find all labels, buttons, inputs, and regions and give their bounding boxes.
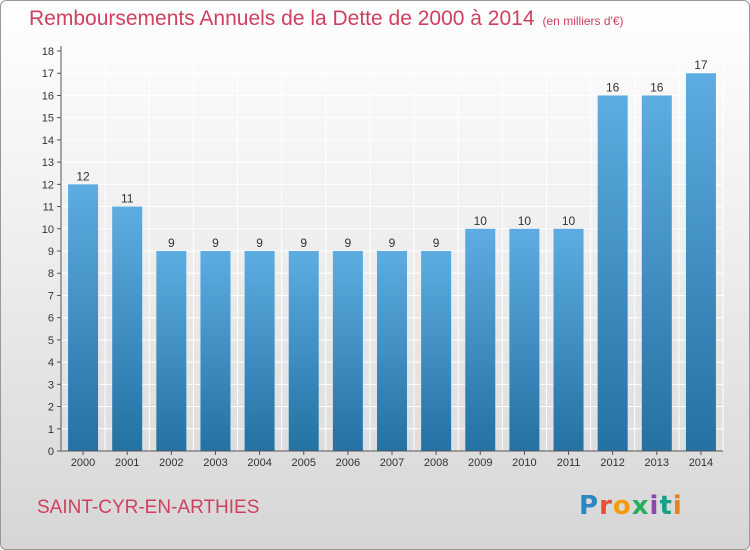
bar bbox=[68, 184, 99, 452]
x-tick-label: 2001 bbox=[115, 457, 139, 469]
x-tick-label: 2000 bbox=[71, 457, 95, 469]
logo-letter: o bbox=[612, 491, 632, 521]
y-tick-label: 18 bbox=[42, 46, 54, 58]
data-label: 12 bbox=[76, 169, 90, 183]
bar bbox=[244, 251, 275, 451]
x-tick-label: 2013 bbox=[645, 457, 669, 469]
bar bbox=[685, 73, 716, 451]
chart-title: Remboursements Annuels de la Dette de 20… bbox=[29, 7, 624, 31]
proxiti-logo[interactable]: Proxiti bbox=[579, 491, 683, 521]
logo-letter: P bbox=[579, 491, 600, 521]
x-tick-label: 2005 bbox=[291, 457, 315, 469]
y-tick-label: 15 bbox=[42, 113, 54, 125]
bar bbox=[288, 251, 319, 451]
bar bbox=[332, 251, 363, 451]
y-tick-label: 2 bbox=[48, 402, 54, 414]
data-label: 10 bbox=[518, 214, 532, 228]
bar bbox=[200, 251, 231, 451]
y-tick-label: 6 bbox=[48, 313, 54, 325]
data-label: 9 bbox=[389, 236, 396, 250]
commune-name: SAINT-CYR-EN-ARTHIES bbox=[37, 497, 260, 518]
bar bbox=[641, 95, 672, 451]
x-tick-label: 2010 bbox=[512, 457, 536, 469]
bar bbox=[112, 206, 143, 451]
logo-letter: r bbox=[599, 491, 613, 521]
bar bbox=[597, 95, 628, 451]
y-tick-label: 14 bbox=[42, 135, 54, 147]
x-tick-label: 2009 bbox=[468, 457, 492, 469]
data-label: 10 bbox=[562, 214, 576, 228]
logo-letter: i bbox=[649, 491, 660, 521]
data-label: 10 bbox=[474, 214, 488, 228]
y-tick-label: 10 bbox=[42, 224, 54, 236]
y-tick-label: 13 bbox=[42, 157, 54, 169]
y-tick-label: 5 bbox=[48, 335, 54, 347]
y-tick-label: 3 bbox=[48, 379, 54, 391]
data-label: 9 bbox=[256, 236, 263, 250]
y-tick-label: 12 bbox=[42, 179, 54, 191]
bar bbox=[509, 228, 540, 451]
data-label: 9 bbox=[300, 236, 307, 250]
x-tick-label: 2003 bbox=[203, 457, 227, 469]
chart-title-text: Remboursements Annuels de la Dette de 20… bbox=[29, 7, 535, 30]
y-tick-label: 4 bbox=[48, 357, 54, 369]
y-tick-label: 11 bbox=[43, 202, 54, 214]
y-tick-label: 17 bbox=[42, 68, 54, 80]
x-tick-label: 2008 bbox=[424, 457, 448, 469]
bar bbox=[156, 251, 187, 451]
data-label: 9 bbox=[212, 236, 219, 250]
x-tick-label: 2002 bbox=[159, 457, 183, 469]
data-label: 9 bbox=[345, 236, 352, 250]
chart-unit: (en milliers d'€) bbox=[542, 14, 624, 28]
bar bbox=[421, 251, 452, 451]
logo-letter: x bbox=[631, 491, 650, 521]
x-tick-label: 2011 bbox=[557, 457, 581, 469]
x-tick-label: 2007 bbox=[380, 457, 404, 469]
x-tick-label: 2004 bbox=[247, 457, 271, 469]
logo-letter: i bbox=[672, 491, 683, 521]
data-label: 17 bbox=[694, 58, 708, 72]
x-tick-label: 2006 bbox=[336, 457, 360, 469]
data-label: 9 bbox=[168, 236, 175, 250]
logo-letter: t bbox=[659, 491, 673, 521]
x-tick-label: 2012 bbox=[600, 457, 624, 469]
y-tick-label: 9 bbox=[48, 246, 54, 258]
y-tick-label: 0 bbox=[48, 446, 54, 458]
bar bbox=[377, 251, 407, 451]
data-label: 16 bbox=[650, 80, 664, 94]
data-label: 16 bbox=[606, 80, 620, 94]
data-label: 9 bbox=[433, 236, 440, 250]
bar bbox=[553, 228, 584, 451]
y-tick-label: 8 bbox=[48, 268, 54, 280]
bars: 12 11 9 9 9 9 9 9 9 10 10 10 16 16 17 bbox=[68, 58, 716, 452]
data-label: 11 bbox=[121, 192, 134, 206]
y-tick-label: 16 bbox=[42, 90, 54, 102]
x-tick-label: 2014 bbox=[689, 457, 713, 469]
y-tick-label: 7 bbox=[48, 290, 54, 302]
bar bbox=[465, 228, 496, 451]
y-tick-label: 1 bbox=[48, 424, 54, 436]
